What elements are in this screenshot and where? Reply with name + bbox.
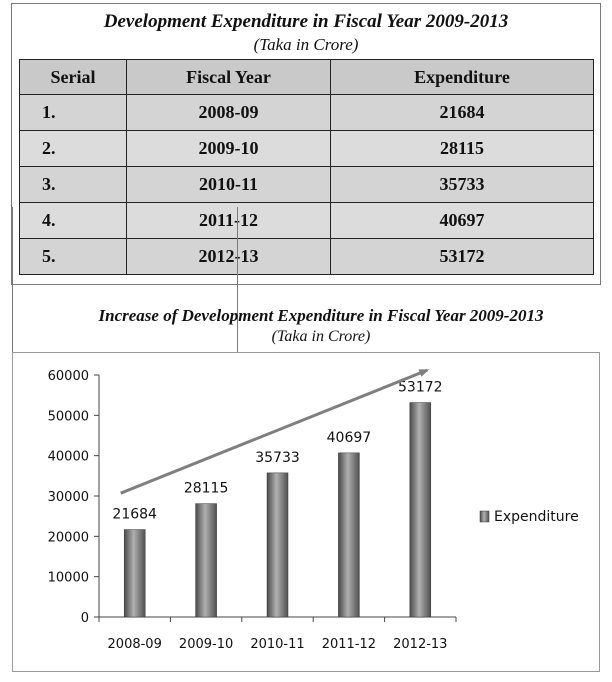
cell-expenditure: 28115 [330,130,594,167]
x-tick-label: 2009-10 [179,637,233,652]
cell-expenditure: 35733 [330,166,594,203]
table-row: 1. 2008-09 21684 [19,94,594,131]
cell-serial: 2. [19,130,127,167]
header-expenditure: Expenditure [330,59,594,95]
trend-arrow [120,368,430,495]
legend: Expenditure [479,509,579,525]
data-label: 53172 [398,380,443,396]
bar [338,452,360,618]
data-labels: 21684 28115 35733 40697 53172 [112,380,442,523]
bar-series [123,402,432,618]
y-axis: 0 10000 20000 30000 40000 50000 60000 [48,369,100,626]
cell-expenditure: 40697 [330,202,594,239]
trend-arrow-line [120,368,430,495]
y-tick-label: 20000 [48,530,89,545]
data-label: 40697 [327,430,372,446]
table-row: 5. 2012-13 53172 [19,238,594,275]
header-serial: Serial [19,59,127,95]
table-subtitle: (Taka in Crore) [253,35,359,54]
x-tick-label: 2010-11 [250,637,304,652]
chart-title: Increase of Development Expenditure in F… [98,306,544,325]
table-row: 2. 2009-10 28115 [19,130,594,167]
legend-label: Expenditure [494,509,579,525]
table-panel: Development Expenditure in Fiscal Year 2… [11,3,601,285]
cell-serial: 5. [19,238,127,275]
chart-subtitle: (Taka in Crore) [271,328,371,345]
bar [195,503,217,618]
x-tick-label: 2011-12 [322,637,376,652]
y-tick-label: 10000 [48,571,89,586]
x-tick-label: 2012-13 [393,637,447,652]
cell-expenditure: 53172 [330,238,594,275]
data-label: 35733 [255,450,300,466]
y-tick-label: 30000 [48,490,89,505]
cell-fiscal-year: 2011-12 [126,202,331,239]
y-tick-label: 60000 [48,369,89,384]
cell-expenditure: 21684 [330,94,594,131]
y-tick-label: 50000 [48,409,89,424]
x-tick-label: 2008-09 [108,637,162,652]
expenditure-table: Serial Fiscal Year Expenditure 1. 2008-0… [19,59,594,275]
cell-serial: 1. [19,94,127,131]
y-tick-label: 40000 [48,450,89,465]
cell-fiscal-year: 2009-10 [126,130,331,167]
cell-fiscal-year: 2008-09 [126,94,331,131]
table-title: Development Expenditure in Fiscal Year 2… [103,11,509,32]
cell-fiscal-year: 2012-13 [126,238,331,275]
table-header-row: Serial Fiscal Year Expenditure [19,59,594,95]
data-label: 21684 [112,507,157,523]
cell-fiscal-year: 2010-11 [126,166,331,203]
bar [409,402,432,618]
x-axis: 2008-09 2009-10 2010-11 2011-12 2012-13 [98,616,457,652]
header-fiscal-year: Fiscal Year [126,59,331,95]
bar [266,472,289,618]
legend-swatch [479,510,490,523]
y-tick-label: 0 [81,611,89,626]
chart-frame: 0 10000 20000 30000 40000 50000 60000 2008-09 2… [12,352,600,672]
cell-serial: 3. [19,166,127,203]
bar [123,529,146,618]
data-label: 28115 [184,481,229,497]
table-row: 3. 2010-11 35733 [19,166,594,203]
